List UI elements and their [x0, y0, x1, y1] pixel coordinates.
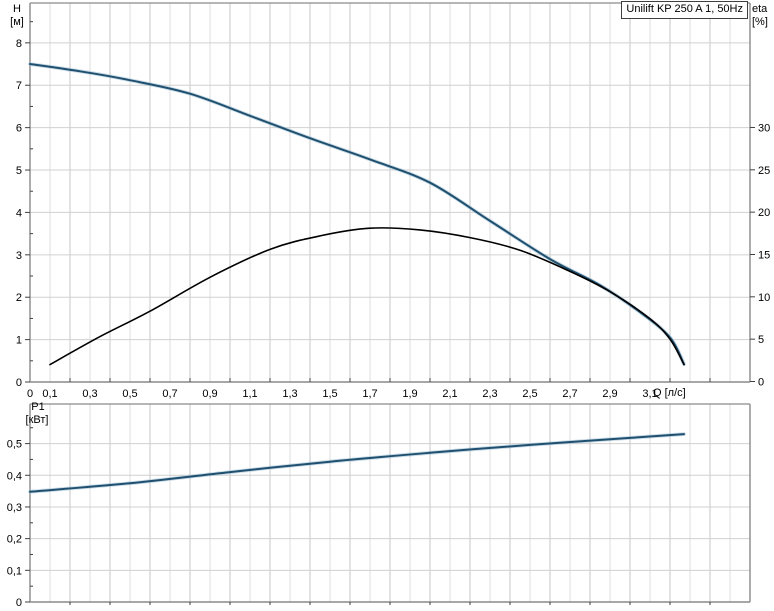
svg-text:0,5: 0,5: [7, 439, 22, 451]
svg-text:0,1: 0,1: [7, 565, 22, 577]
svg-text:2,7: 2,7: [562, 388, 577, 400]
svg-text:15: 15: [758, 249, 770, 261]
svg-text:2: 2: [16, 292, 22, 304]
power-axis-name: P1: [31, 401, 45, 413]
head-axis-unit: [м]: [10, 16, 24, 28]
eta-axis-name: eta: [752, 3, 768, 15]
svg-text:2,1: 2,1: [442, 388, 457, 400]
svg-text:0,4: 0,4: [7, 470, 22, 482]
power-axis-unit: [кВт]: [25, 414, 49, 426]
svg-text:5: 5: [16, 165, 22, 177]
svg-text:1,5: 1,5: [322, 388, 337, 400]
svg-text:10: 10: [758, 292, 770, 304]
svg-text:0: 0: [16, 597, 22, 609]
svg-text:0,3: 0,3: [7, 502, 22, 514]
ticks-chart1: [25, 427, 711, 605]
head-curve: [29, 63, 685, 366]
svg-text:0,7: 0,7: [162, 388, 177, 400]
svg-text:1,9: 1,9: [402, 388, 417, 400]
head-curve-halo: [28, 62, 686, 367]
head-axis-name: H: [13, 3, 21, 15]
svg-text:0,9: 0,9: [202, 388, 217, 400]
axis-tick-labels-chart1: 0 0,1 0,2 0,3 0,4 0,5: [7, 439, 22, 609]
svg-text:1,7: 1,7: [362, 388, 377, 400]
svg-text:25: 25: [758, 165, 770, 177]
svg-text:20: 20: [758, 207, 770, 219]
svg-text:8: 8: [16, 38, 22, 50]
svg-text:1,1: 1,1: [242, 388, 257, 400]
svg-text:1,3: 1,3: [282, 388, 297, 400]
svg-text:0: 0: [27, 388, 33, 400]
svg-text:6: 6: [16, 123, 22, 135]
eta-axis-unit: [%]: [752, 16, 768, 28]
svg-text:0: 0: [758, 377, 764, 389]
svg-text:3: 3: [16, 250, 22, 262]
flow-axis-label: Q [л/с]: [653, 387, 686, 399]
chart-title-box: Unilift KP 250 A 1, 50Hz: [621, 1, 748, 19]
ticks-chart0: [25, 21, 755, 383]
svg-text:2,5: 2,5: [522, 388, 537, 400]
svg-text:7: 7: [16, 80, 22, 92]
axis-tick-labels-chart0: 0 0,1 0,3 0,5 0,7 0,9 1,1 1,3 1,5 1,7 1,9 2,1 2,3 2,5…: [16, 38, 770, 400]
svg-text:1: 1: [16, 335, 22, 347]
svg-text:0,1: 0,1: [42, 388, 57, 400]
svg-text:2,9: 2,9: [602, 388, 617, 400]
gridlines-chart1: [30, 404, 750, 602]
eta-curve: [49, 227, 685, 366]
svg-text:0,5: 0,5: [122, 388, 137, 400]
svg-text:0: 0: [16, 377, 22, 389]
svg-text:4: 4: [16, 207, 22, 219]
svg-text:0,2: 0,2: [7, 534, 22, 546]
svg-text:3,1: 3,1: [642, 388, 657, 400]
svg-text:0,3: 0,3: [82, 388, 97, 400]
p1-curve: [29, 433, 685, 493]
gridlines-chart0: [30, 3, 750, 382]
svg-text:5: 5: [758, 334, 764, 346]
svg-text:2,3: 2,3: [482, 388, 497, 400]
svg-text:30: 30: [758, 122, 770, 134]
